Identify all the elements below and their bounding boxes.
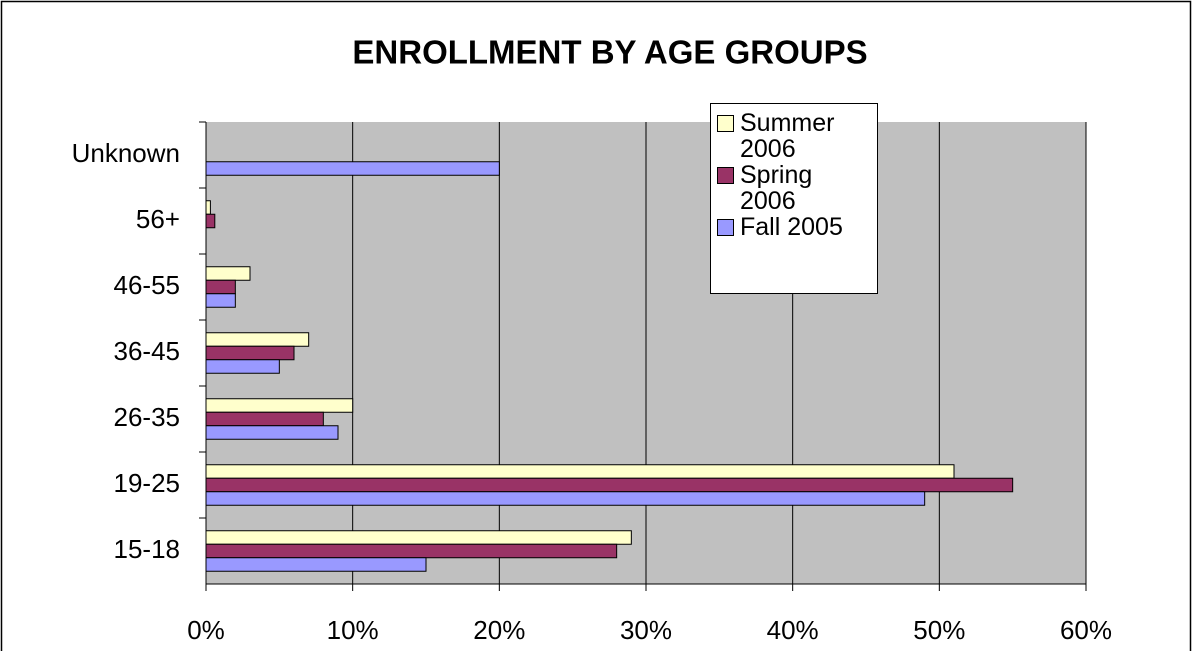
x-tick-label: 30%	[620, 615, 672, 645]
legend-swatch	[717, 167, 734, 184]
legend-label: Spring 2006	[740, 161, 813, 215]
bar	[205, 411, 324, 427]
bar	[205, 345, 295, 361]
legend-entry: Fall 2005	[715, 214, 873, 240]
legend-entry: Summer 2006	[715, 110, 873, 162]
legend: Summer 2006 Spring 2006 Fall 2005	[710, 103, 878, 294]
bar	[205, 161, 500, 176]
legend-entry: Spring 2006	[715, 162, 873, 214]
bar	[205, 557, 427, 572]
x-tick-label: 10%	[327, 615, 379, 645]
bar	[205, 477, 1014, 493]
bar	[205, 464, 955, 479]
bar	[205, 200, 211, 215]
legend-label: Summer 2006	[740, 109, 835, 163]
y-tick-label: 56+	[136, 204, 180, 234]
y-tick-label: 36-45	[114, 336, 181, 366]
x-tick-label: 50%	[913, 615, 965, 645]
bar	[205, 543, 618, 559]
bar	[205, 359, 280, 374]
bar	[205, 213, 216, 229]
bar	[205, 530, 632, 545]
x-tick-label: 40%	[767, 615, 819, 645]
legend-swatch	[717, 115, 734, 132]
y-tick-label: 15-18	[114, 534, 181, 564]
bar	[205, 279, 236, 295]
y-tick-label: 19-25	[114, 468, 181, 498]
bar	[205, 293, 236, 308]
y-tick-label: 46-55	[114, 270, 181, 300]
legend-swatch	[717, 219, 734, 236]
x-tick-label: 20%	[473, 615, 525, 645]
chart-title: ENROLLMENT BY AGE GROUPS	[352, 34, 867, 71]
y-tick-label: Unknown	[72, 138, 180, 168]
bar	[205, 491, 926, 506]
bar	[205, 332, 310, 347]
x-tick-label: 60%	[1060, 615, 1112, 645]
y-tick-label: 26-35	[114, 402, 181, 432]
bar	[205, 425, 339, 440]
x-tick-label: 0%	[187, 615, 225, 645]
legend-label: Fall 2005	[740, 213, 843, 241]
bar	[205, 398, 354, 413]
bar	[205, 266, 251, 281]
